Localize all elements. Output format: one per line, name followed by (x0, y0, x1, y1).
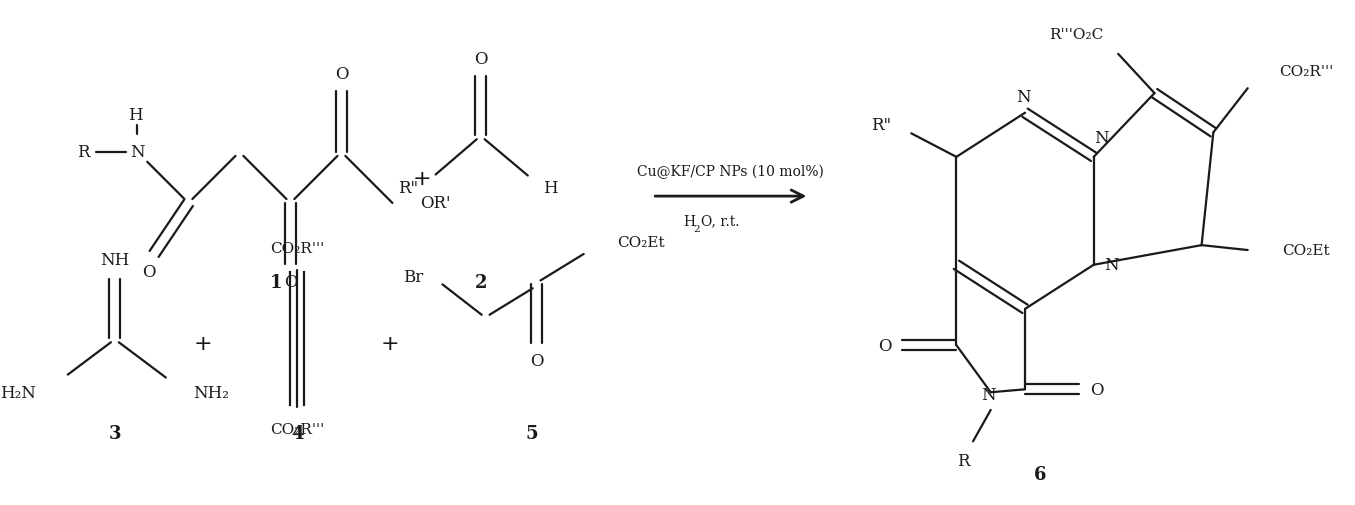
Text: N: N (981, 386, 996, 403)
Text: H₂N: H₂N (0, 384, 37, 401)
Text: O: O (142, 264, 156, 281)
Text: 2: 2 (694, 224, 701, 233)
Text: CO₂R''': CO₂R''' (1279, 65, 1333, 78)
Text: 3: 3 (108, 425, 121, 442)
Text: H: H (684, 214, 695, 228)
Text: CO₂R''': CO₂R''' (270, 422, 324, 436)
Text: OR': OR' (420, 195, 450, 212)
Text: NH₂: NH₂ (194, 384, 229, 401)
Text: Br: Br (402, 269, 423, 285)
Text: O: O (474, 51, 488, 68)
Text: R": R" (398, 179, 417, 196)
Text: Cu@KF/CP NPs (10 mol%): Cu@KF/CP NPs (10 mol%) (637, 165, 824, 179)
Text: 4: 4 (291, 425, 304, 442)
Text: R": R" (870, 117, 890, 134)
Text: H: H (543, 179, 558, 196)
Text: R: R (957, 452, 970, 470)
Text: +: + (194, 334, 213, 353)
Text: O: O (530, 352, 543, 370)
Text: +: + (381, 334, 398, 353)
Text: O: O (335, 66, 348, 83)
Text: O, r.t.: O, r.t. (702, 214, 740, 228)
Text: 5: 5 (526, 425, 538, 442)
Text: N: N (1095, 129, 1108, 146)
Text: H: H (129, 107, 142, 124)
Text: O: O (878, 337, 892, 354)
Text: R'''O₂C: R'''O₂C (1049, 28, 1103, 42)
Text: 1: 1 (270, 274, 282, 292)
Text: CO₂Et: CO₂Et (1282, 243, 1329, 258)
Text: +: + (412, 169, 431, 189)
Text: 2: 2 (474, 274, 486, 292)
Text: O: O (283, 273, 297, 290)
Text: 6: 6 (1034, 465, 1046, 483)
Text: O: O (1089, 381, 1103, 398)
Text: N: N (1016, 88, 1030, 106)
Text: R: R (77, 144, 89, 161)
Text: CO₂Et: CO₂Et (617, 236, 665, 249)
Text: N: N (130, 144, 145, 161)
Text: N: N (1104, 257, 1119, 274)
Text: CO₂R''': CO₂R''' (270, 241, 324, 256)
Text: NH: NH (100, 252, 130, 269)
